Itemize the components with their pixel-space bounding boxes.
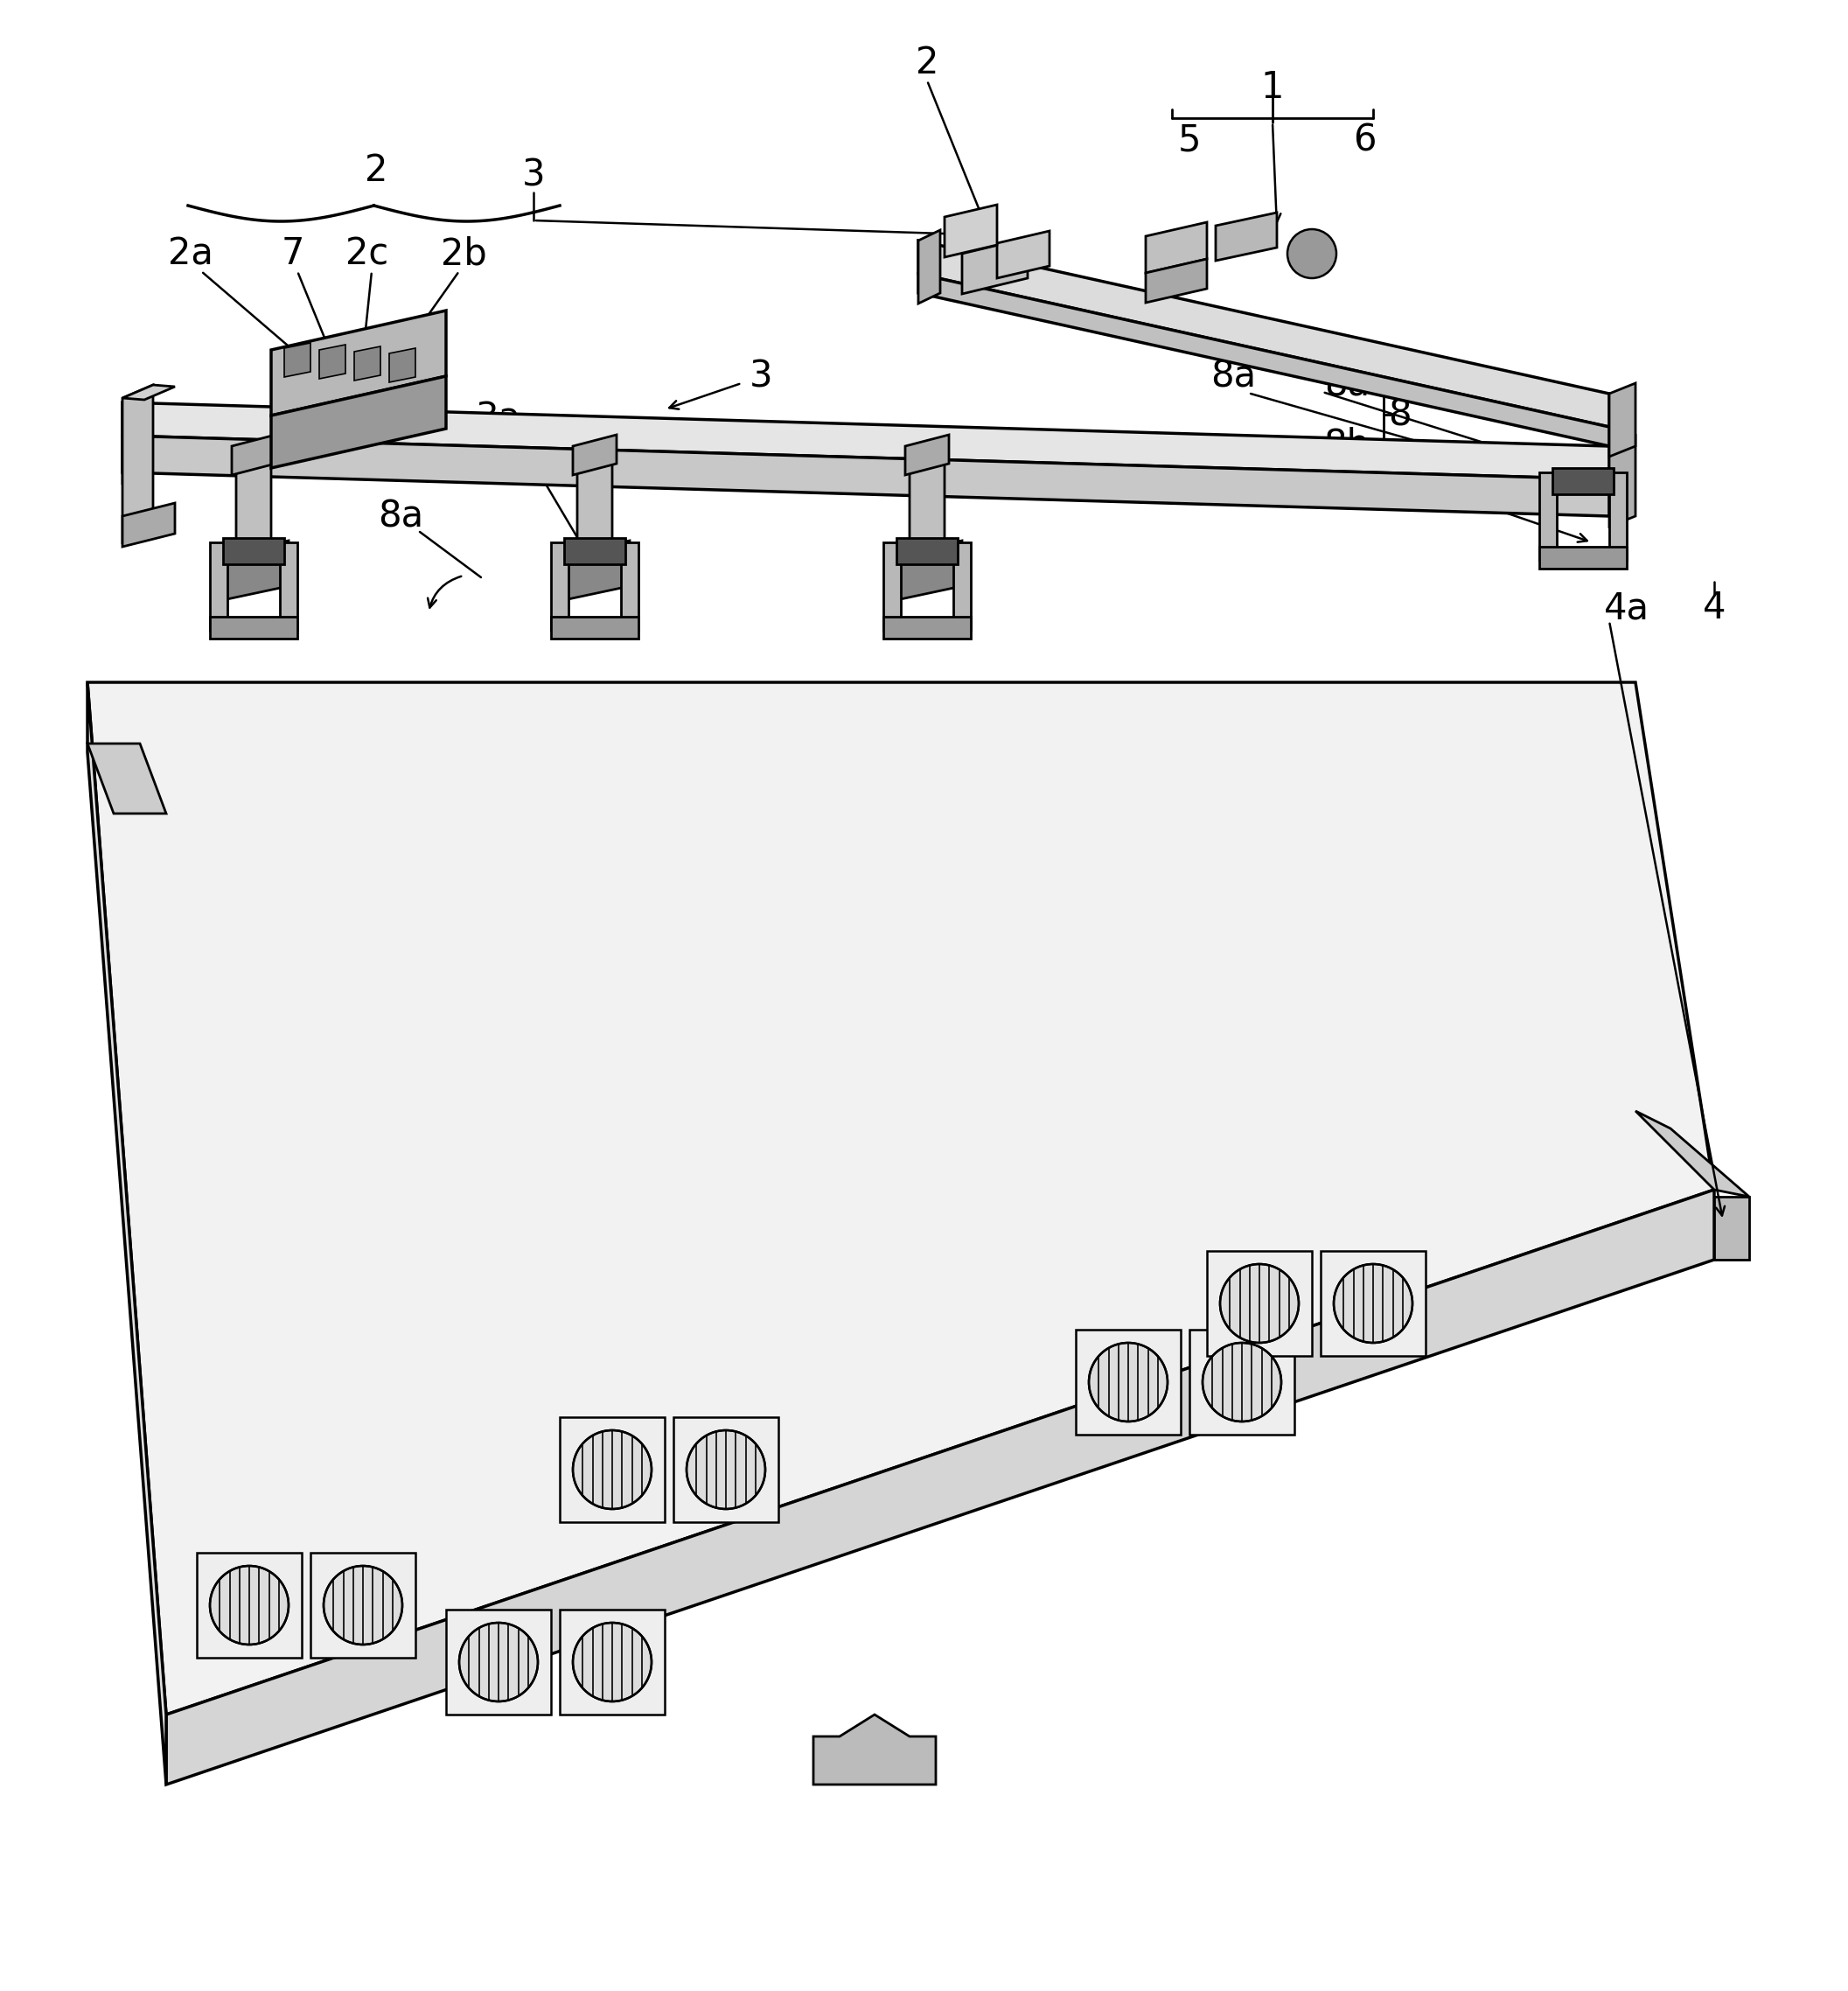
- Polygon shape: [390, 348, 416, 382]
- Text: 4: 4: [1702, 589, 1726, 627]
- Text: 4a: 4a: [1604, 589, 1650, 627]
- Polygon shape: [1146, 259, 1207, 303]
- Polygon shape: [1715, 1197, 1750, 1260]
- Polygon shape: [1610, 472, 1626, 559]
- Circle shape: [573, 1430, 652, 1509]
- Text: 1: 1: [1260, 70, 1284, 106]
- Polygon shape: [1539, 548, 1626, 569]
- Polygon shape: [122, 384, 153, 542]
- Polygon shape: [122, 504, 176, 548]
- Text: 2a: 2a: [168, 235, 213, 273]
- Polygon shape: [87, 743, 166, 814]
- Circle shape: [1088, 1342, 1168, 1422]
- Circle shape: [687, 1430, 765, 1509]
- Polygon shape: [1076, 1330, 1181, 1436]
- Text: 3a: 3a: [198, 418, 244, 456]
- Polygon shape: [272, 376, 445, 468]
- Polygon shape: [998, 231, 1050, 279]
- Circle shape: [458, 1623, 538, 1702]
- Text: 3a: 3a: [475, 400, 521, 436]
- Polygon shape: [896, 538, 957, 563]
- Circle shape: [1220, 1264, 1299, 1342]
- Polygon shape: [963, 239, 1027, 295]
- Polygon shape: [1216, 213, 1277, 261]
- Polygon shape: [231, 434, 275, 476]
- Polygon shape: [237, 460, 272, 573]
- Polygon shape: [918, 241, 1610, 426]
- Polygon shape: [285, 342, 310, 376]
- Polygon shape: [320, 344, 346, 378]
- Text: 7: 7: [281, 235, 305, 273]
- Polygon shape: [1207, 1250, 1312, 1356]
- Polygon shape: [906, 434, 948, 476]
- Polygon shape: [310, 1553, 416, 1659]
- Polygon shape: [1539, 472, 1556, 559]
- Polygon shape: [218, 542, 288, 601]
- Polygon shape: [577, 460, 612, 573]
- Polygon shape: [1146, 223, 1207, 273]
- Polygon shape: [573, 434, 617, 476]
- Text: 8: 8: [1388, 396, 1412, 432]
- Polygon shape: [909, 460, 944, 573]
- Text: 6: 6: [1353, 121, 1377, 159]
- Text: 3: 3: [748, 358, 772, 394]
- Polygon shape: [87, 683, 166, 1784]
- Polygon shape: [813, 1714, 935, 1784]
- Polygon shape: [893, 542, 963, 601]
- Polygon shape: [1610, 382, 1635, 456]
- Polygon shape: [954, 542, 970, 629]
- Polygon shape: [551, 617, 638, 639]
- Polygon shape: [1321, 1250, 1425, 1356]
- Text: 2: 2: [915, 44, 939, 82]
- Text: 2: 2: [364, 151, 388, 189]
- Circle shape: [211, 1565, 288, 1645]
- Text: 8a: 8a: [1210, 358, 1257, 394]
- Text: 8a: 8a: [377, 498, 423, 534]
- Polygon shape: [122, 384, 176, 400]
- Polygon shape: [673, 1418, 778, 1521]
- Text: 2c: 2c: [346, 235, 388, 273]
- Polygon shape: [166, 1191, 1715, 1784]
- Polygon shape: [196, 1553, 301, 1659]
- Circle shape: [1203, 1342, 1281, 1422]
- Circle shape: [1288, 229, 1336, 279]
- Text: 3: 3: [521, 157, 545, 193]
- Polygon shape: [355, 346, 381, 380]
- Polygon shape: [279, 542, 298, 629]
- Polygon shape: [1635, 1111, 1750, 1197]
- Polygon shape: [560, 542, 630, 601]
- Polygon shape: [122, 436, 1610, 516]
- Circle shape: [573, 1623, 652, 1702]
- Polygon shape: [1552, 468, 1613, 494]
- Circle shape: [1334, 1264, 1412, 1342]
- Polygon shape: [560, 1418, 665, 1521]
- Polygon shape: [560, 1609, 665, 1714]
- Polygon shape: [944, 205, 998, 257]
- Polygon shape: [621, 542, 638, 629]
- Polygon shape: [122, 392, 144, 484]
- Polygon shape: [211, 542, 227, 629]
- Polygon shape: [224, 538, 285, 563]
- Polygon shape: [272, 311, 445, 416]
- Polygon shape: [551, 542, 569, 629]
- Polygon shape: [445, 1609, 551, 1714]
- Polygon shape: [883, 617, 970, 639]
- Polygon shape: [564, 538, 625, 563]
- Polygon shape: [918, 231, 941, 303]
- Polygon shape: [1610, 436, 1635, 526]
- Polygon shape: [87, 683, 1715, 1714]
- Polygon shape: [1190, 1330, 1294, 1436]
- Polygon shape: [918, 275, 1610, 446]
- Polygon shape: [883, 542, 900, 629]
- Text: 8a: 8a: [1323, 366, 1369, 404]
- Text: 2b: 2b: [440, 235, 486, 273]
- Circle shape: [323, 1565, 403, 1645]
- Text: 8b: 8b: [1323, 426, 1369, 462]
- Text: 5: 5: [1177, 121, 1201, 159]
- Polygon shape: [211, 617, 298, 639]
- Polygon shape: [122, 402, 1610, 480]
